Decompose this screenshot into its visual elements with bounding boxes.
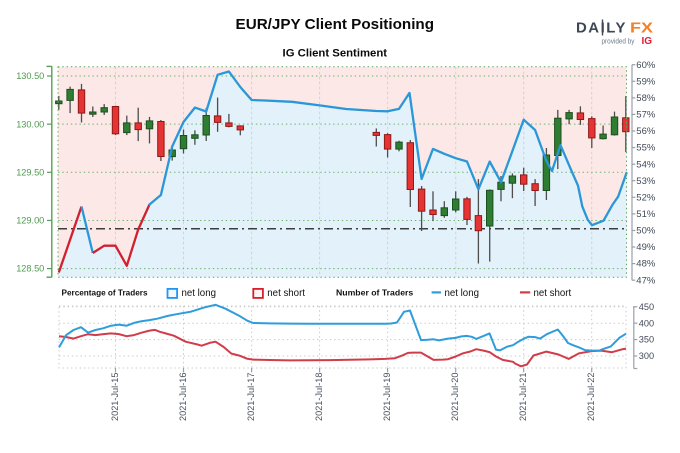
svg-text:2021-Jul-18: 2021-Jul-18 xyxy=(314,373,324,422)
svg-text:IG: IG xyxy=(642,36,653,47)
svg-text:59%: 59% xyxy=(636,76,656,87)
svg-text:DAILY: DAILY xyxy=(576,21,627,37)
svg-text:57%: 57% xyxy=(636,110,656,121)
svg-text:51%: 51% xyxy=(636,209,656,220)
svg-text:60%: 60% xyxy=(636,60,656,71)
svg-text:FX: FX xyxy=(630,21,653,37)
svg-text:EUR/JPY Client Positioning: EUR/JPY Client Positioning xyxy=(236,16,435,33)
svg-text:129.00: 129.00 xyxy=(16,216,44,226)
svg-text:130.00: 130.00 xyxy=(16,119,44,129)
svg-text:2021-Jul-21: 2021-Jul-21 xyxy=(518,373,528,422)
svg-text:128.50: 128.50 xyxy=(16,264,44,274)
svg-text:53%: 53% xyxy=(636,176,656,187)
svg-text:49%: 49% xyxy=(636,242,656,253)
svg-text:2021-Jul-19: 2021-Jul-19 xyxy=(382,373,392,422)
svg-text:net short: net short xyxy=(267,288,305,299)
svg-text:55%: 55% xyxy=(636,143,656,154)
svg-text:47%: 47% xyxy=(636,275,656,286)
svg-text:54%: 54% xyxy=(636,159,656,170)
svg-text:2021-Jul-20: 2021-Jul-20 xyxy=(450,373,460,422)
svg-text:50%: 50% xyxy=(636,226,656,237)
svg-text:300: 300 xyxy=(639,351,654,361)
svg-text:58%: 58% xyxy=(636,93,656,104)
svg-text:450: 450 xyxy=(639,302,654,312)
svg-text:2021-Jul-22: 2021-Jul-22 xyxy=(586,373,596,422)
svg-text:provided by: provided by xyxy=(602,37,635,46)
svg-text:350: 350 xyxy=(639,335,654,345)
svg-text:2021-Jul-15: 2021-Jul-15 xyxy=(110,373,120,422)
svg-text:Percentage of Traders: Percentage of Traders xyxy=(62,287,148,297)
svg-text:52%: 52% xyxy=(636,192,656,203)
svg-text:IG Client Sentiment: IG Client Sentiment xyxy=(283,48,388,60)
svg-text:48%: 48% xyxy=(636,259,656,270)
svg-text:129.50: 129.50 xyxy=(16,167,44,177)
svg-text:56%: 56% xyxy=(636,126,656,137)
svg-text:2021-Jul-17: 2021-Jul-17 xyxy=(246,373,256,422)
svg-text:2021-Jul-16: 2021-Jul-16 xyxy=(178,373,188,422)
svg-text:Number of Traders: Number of Traders xyxy=(336,287,413,297)
svg-text:130.50: 130.50 xyxy=(16,71,44,81)
svg-text:net short: net short xyxy=(534,288,572,299)
svg-text:400: 400 xyxy=(639,318,654,328)
svg-text:net long: net long xyxy=(445,288,479,299)
svg-text:net long: net long xyxy=(182,288,216,299)
